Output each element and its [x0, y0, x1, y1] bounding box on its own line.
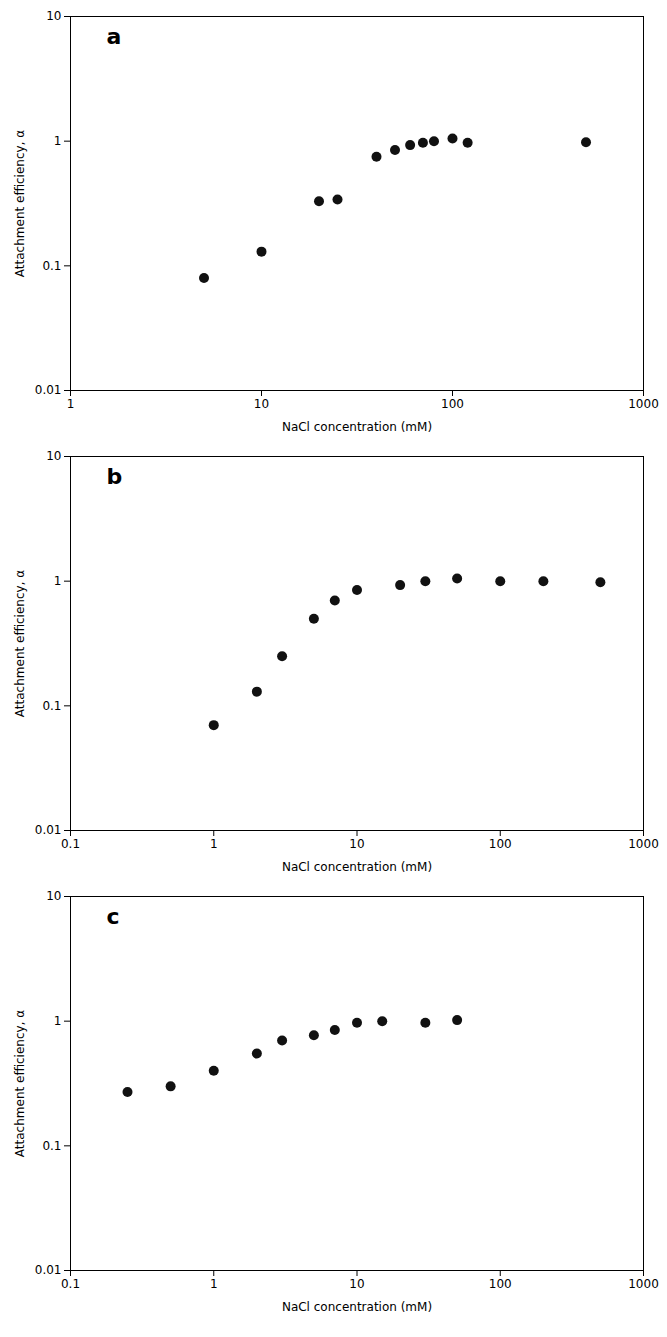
- svg-text:NaCl concentration (mM): NaCl concentration (mM): [282, 860, 432, 874]
- svg-text:1: 1: [67, 397, 75, 411]
- svg-text:10: 10: [254, 397, 269, 411]
- svg-text:0.01: 0.01: [35, 823, 62, 837]
- svg-text:0.1: 0.1: [42, 259, 61, 273]
- svg-text:1: 1: [210, 1277, 218, 1291]
- svg-text:0.1: 0.1: [61, 837, 80, 851]
- svg-text:b: b: [107, 464, 123, 489]
- svg-text:100: 100: [441, 397, 464, 411]
- svg-text:Attachment efficiency, α: Attachment efficiency, α: [13, 130, 27, 277]
- svg-text:0.01: 0.01: [35, 383, 62, 397]
- svg-text:100: 100: [489, 1277, 512, 1291]
- svg-text:1: 1: [54, 134, 62, 148]
- svg-text:1000: 1000: [628, 837, 659, 851]
- svg-text:1000: 1000: [628, 1277, 659, 1291]
- svg-text:Attachment efficiency, α: Attachment efficiency, α: [13, 570, 27, 717]
- svg-text:1000: 1000: [628, 397, 659, 411]
- svg-text:10: 10: [46, 889, 61, 903]
- svg-text:0.1: 0.1: [61, 1277, 80, 1291]
- svg-text:100: 100: [489, 837, 512, 851]
- svg-text:0.1: 0.1: [42, 1139, 61, 1153]
- svg-text:Attachment efficiency, α: Attachment efficiency, α: [13, 1010, 27, 1157]
- svg-text:10: 10: [349, 837, 364, 851]
- svg-text:0.1: 0.1: [42, 699, 61, 713]
- svg-text:NaCl concentration (mM): NaCl concentration (mM): [282, 1300, 432, 1314]
- svg-text:1: 1: [54, 574, 62, 588]
- svg-text:0.01: 0.01: [35, 1263, 62, 1277]
- svg-text:10: 10: [349, 1277, 364, 1291]
- svg-text:c: c: [107, 904, 120, 929]
- svg-text:NaCl concentration (mM): NaCl concentration (mM): [282, 420, 432, 434]
- svg-text:10: 10: [46, 449, 61, 463]
- svg-text:1: 1: [54, 1014, 62, 1028]
- svg-text:a: a: [107, 24, 122, 49]
- svg-text:1: 1: [210, 837, 218, 851]
- svg-text:10: 10: [46, 9, 61, 23]
